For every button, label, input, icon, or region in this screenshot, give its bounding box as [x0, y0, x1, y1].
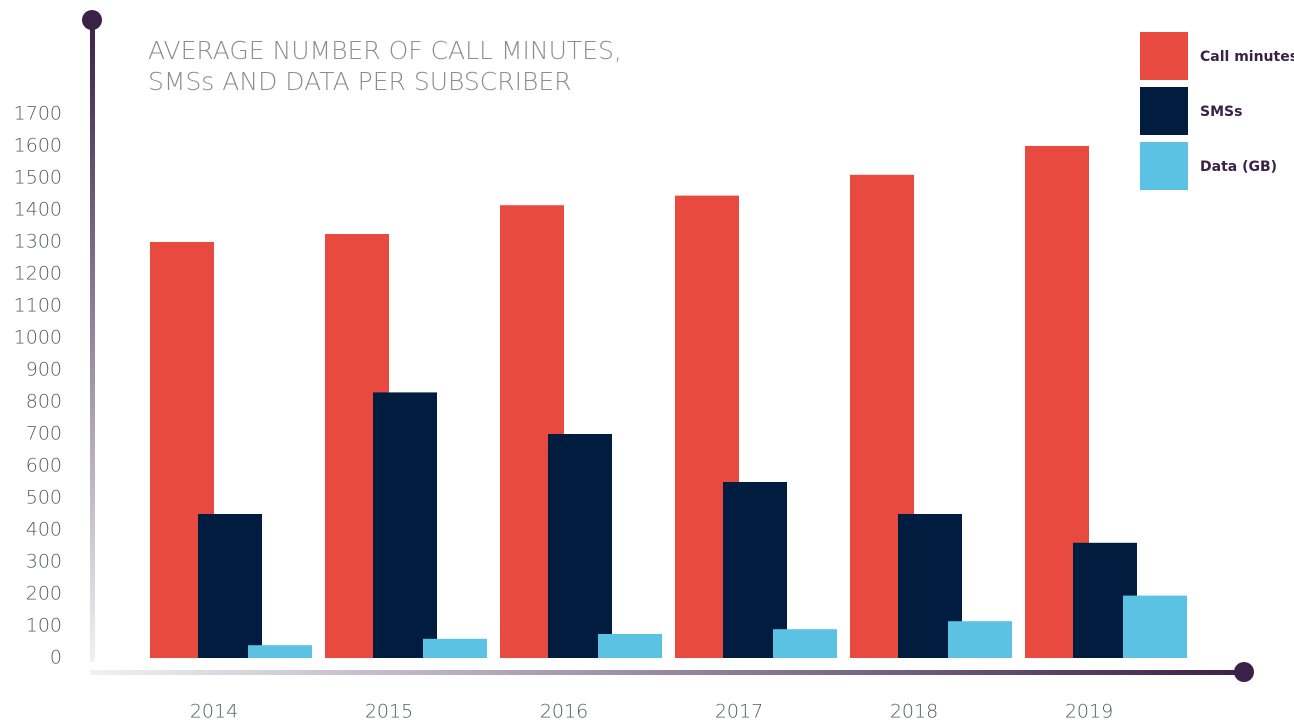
chart-title: AVERAGE NUMBER OF CALL MINUTES, — [148, 36, 622, 65]
y-tick-label: 1500 — [14, 167, 62, 189]
y-tick-label: 300 — [26, 551, 62, 573]
bar — [723, 482, 787, 658]
bar — [773, 629, 837, 658]
y-tick-label: 100 — [26, 615, 62, 637]
y-tick-label: 1200 — [14, 263, 62, 285]
x-tick-label: 2018 — [890, 701, 938, 722]
y-tick-label: 200 — [26, 583, 62, 605]
y-tick-label: 800 — [26, 391, 62, 413]
y-tick-label: 900 — [26, 359, 62, 381]
y-tick-label: 400 — [26, 519, 62, 541]
x-tick-label: 2019 — [1065, 701, 1113, 722]
bar — [373, 392, 437, 658]
y-axis-line — [90, 20, 95, 662]
bar — [598, 634, 662, 658]
x-tick-label: 2016 — [540, 701, 588, 722]
bar — [948, 621, 1012, 658]
y-tick-label: 500 — [26, 487, 62, 509]
y-tick-label: 1400 — [14, 199, 62, 221]
bar — [1123, 595, 1187, 658]
y-tick-label: 1300 — [14, 231, 62, 253]
legend-swatch — [1140, 32, 1188, 80]
y-tick-label: 1700 — [14, 103, 62, 125]
x-tick-label: 2015 — [365, 701, 413, 722]
y-tick-label: 0 — [50, 647, 62, 669]
x-tick-label: 2014 — [190, 701, 238, 722]
y-tick-label: 1600 — [14, 135, 62, 157]
bar — [548, 434, 612, 658]
chart-title: SMSs AND DATA PER SUBSCRIBER — [148, 67, 572, 96]
legend-swatch — [1140, 142, 1188, 190]
y-axis-dot — [82, 10, 102, 30]
bar — [248, 645, 312, 658]
y-tick-label: 700 — [26, 423, 62, 445]
y-tick-label: 600 — [26, 455, 62, 477]
y-tick-label: 1000 — [14, 327, 62, 349]
bar — [198, 514, 262, 658]
y-tick-label: 1100 — [14, 295, 62, 317]
legend-label: Data (GB) — [1200, 159, 1277, 175]
x-tick-label: 2017 — [715, 701, 763, 722]
legend-label: SMSs — [1200, 104, 1242, 120]
x-axis-dot — [1234, 662, 1254, 682]
legend-swatch — [1140, 87, 1188, 135]
bar — [423, 638, 487, 658]
x-axis-line — [90, 670, 1244, 675]
legend-label: Call minutes — [1200, 49, 1294, 65]
